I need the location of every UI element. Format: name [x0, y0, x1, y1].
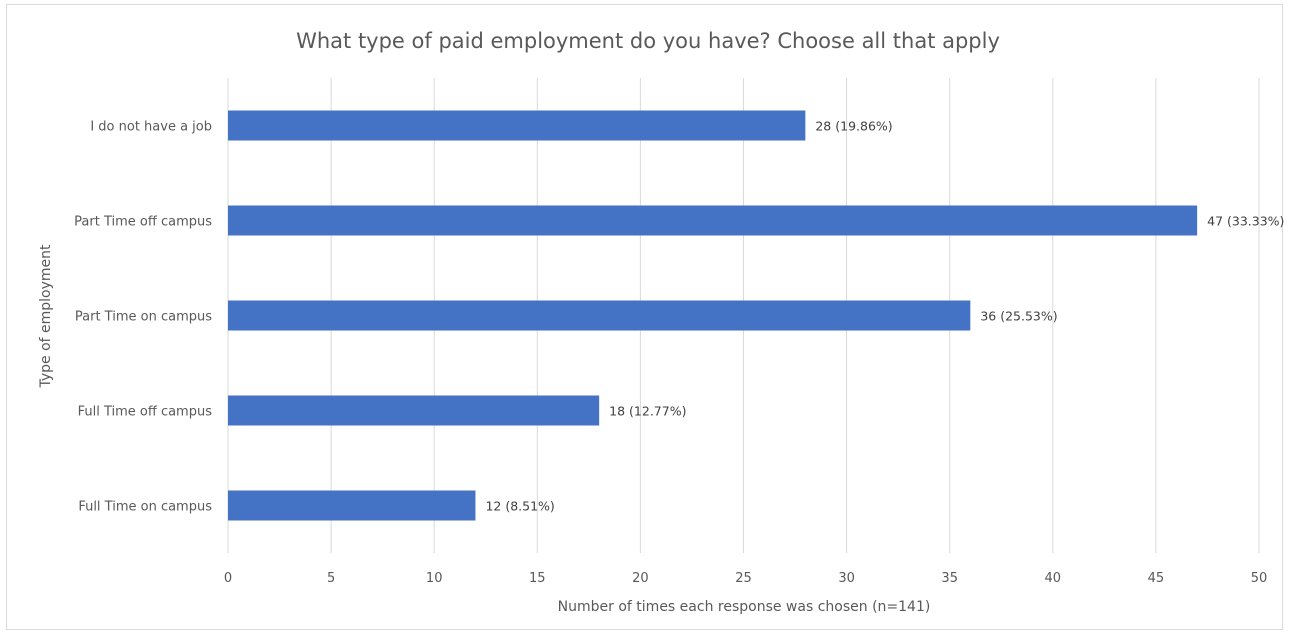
x-tick-label: 30: [838, 571, 855, 586]
x-axis-ticks: 0 5 10 15 20 25 30 35 40 45 50: [224, 571, 1267, 586]
bars: [228, 110, 1198, 521]
x-tick-label: 5: [327, 571, 335, 586]
x-tick-label: 45: [1148, 571, 1165, 586]
y-category-label: Part Time on campus: [75, 310, 212, 325]
x-tick-label: 20: [632, 571, 649, 586]
data-label: 12 (8.51%): [485, 499, 554, 514]
x-tick-label: 35: [941, 571, 958, 586]
data-label: 18 (12.77%): [609, 404, 686, 419]
bar: [228, 300, 971, 331]
x-tick-label: 25: [735, 571, 752, 586]
gridlines: [227, 78, 1260, 553]
y-axis-categories: I do not have a job Part Time off campus P…: [74, 120, 212, 515]
x-tick-label: 0: [224, 571, 232, 586]
bar: [228, 205, 1198, 236]
x-axis-title: Number of times each response was chosen…: [558, 599, 931, 615]
y-category-label: I do not have a job: [90, 120, 212, 135]
data-label: 36 (25.53%): [980, 309, 1057, 324]
bar: [228, 110, 806, 141]
bar: [228, 490, 476, 521]
x-tick-label: 10: [426, 571, 443, 586]
x-tick-label: 15: [529, 571, 546, 586]
chart-title: What type of paid employment do you have…: [296, 29, 1000, 53]
x-tick-label: 50: [1251, 571, 1268, 586]
y-axis-title: Type of employment: [38, 244, 54, 389]
y-category-label: Full Time on campus: [78, 500, 212, 515]
data-label: 47 (33.33%): [1207, 214, 1284, 229]
x-tick-label: 40: [1045, 571, 1062, 586]
y-category-label: Full Time off campus: [78, 405, 213, 420]
bar: [228, 395, 600, 426]
data-labels: 28 (19.86%) 47 (33.33%) 36 (25.53%) 18 (12.…: [485, 119, 1284, 514]
data-label: 28 (19.86%): [815, 119, 892, 134]
y-category-label: Part Time off campus: [74, 215, 212, 230]
